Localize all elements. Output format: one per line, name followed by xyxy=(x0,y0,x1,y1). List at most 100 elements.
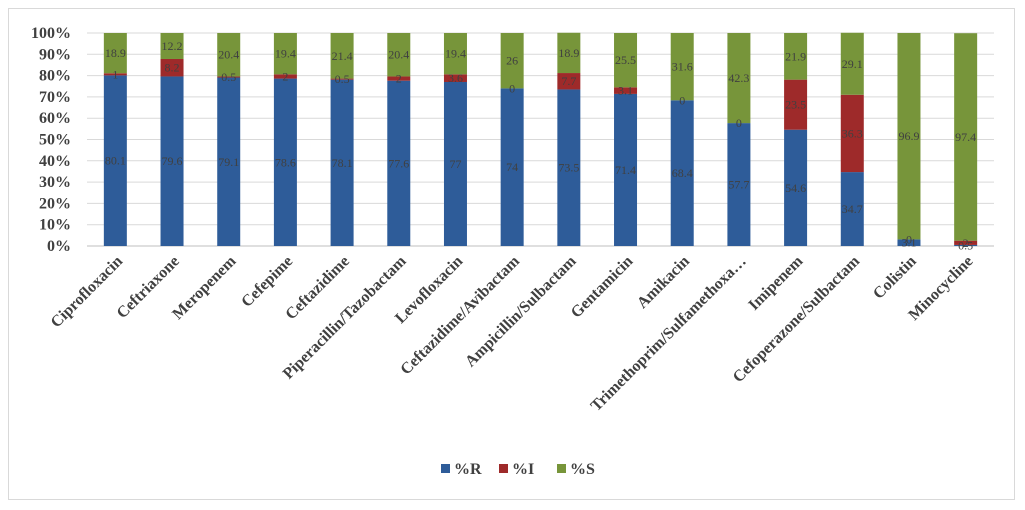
x-tick-label: Gentamicin xyxy=(568,253,637,322)
data-label: 34.7 xyxy=(842,202,863,216)
data-label: 71.4 xyxy=(615,163,636,177)
data-label: 21.4 xyxy=(332,49,353,63)
y-tick-label: 70% xyxy=(39,89,71,106)
bar-segment xyxy=(614,33,638,88)
bar-segment xyxy=(670,33,694,101)
data-label: 2 xyxy=(282,69,288,83)
data-labels: 80.1 1 18.9 79.6 8.2 12.2 79.1 0.5 20.4 78.6 2 19.4… xyxy=(105,39,976,252)
bar-segment xyxy=(217,77,241,246)
data-label: 54.6 xyxy=(785,181,806,195)
bar-segment xyxy=(330,78,354,80)
data-label: 26 xyxy=(506,54,518,68)
bar-segment xyxy=(160,58,184,77)
bar-segment xyxy=(557,89,581,246)
data-label: 36.3 xyxy=(842,126,863,140)
data-label: 0.5 xyxy=(335,72,350,86)
y-tick-label: 0% xyxy=(47,238,71,255)
data-label: 2 xyxy=(396,72,402,86)
legend-swatch xyxy=(557,464,566,473)
data-label: 73.5 xyxy=(558,161,579,175)
bar-segment xyxy=(103,33,127,74)
bar-segment xyxy=(954,240,978,245)
x-tick-label: Imipenem xyxy=(745,252,807,314)
data-label: 2 xyxy=(963,236,969,250)
bar-segment xyxy=(500,88,524,246)
bar-segment xyxy=(217,33,241,77)
data-label: 78.6 xyxy=(275,155,296,169)
data-label: 3.1 xyxy=(901,236,916,250)
data-label: 78.1 xyxy=(332,156,353,170)
data-label: 12.2 xyxy=(162,39,183,53)
bar-segment xyxy=(897,33,921,240)
data-label: 77.6 xyxy=(388,156,409,170)
bar-segment xyxy=(557,73,581,90)
data-label: 77 xyxy=(449,157,461,171)
y-tick-label: 60% xyxy=(39,110,71,127)
data-label: 18.9 xyxy=(105,46,126,60)
bar-segment xyxy=(840,172,864,246)
bar-segment xyxy=(557,32,581,74)
bar-segment xyxy=(897,239,921,246)
bar-segment xyxy=(387,33,411,77)
data-label: 18.9 xyxy=(558,46,579,60)
data-label: 0.5 xyxy=(221,70,236,84)
data-label: 31.6 xyxy=(672,60,693,74)
x-tick-label: Cefepime xyxy=(238,253,296,311)
data-label: 8.2 xyxy=(165,61,180,75)
data-label: 1 xyxy=(112,67,118,81)
data-label: 19.4 xyxy=(445,47,466,61)
data-label: 0 xyxy=(906,232,912,246)
legend-label: %I xyxy=(512,461,534,478)
legend-swatch xyxy=(499,464,508,473)
stacked-bar-chart: 0% 10% 20% 30% 40% 50% 60% 70% 80% 90% 100% 80.1 1 1… xyxy=(31,25,994,478)
legend-label: %R xyxy=(454,461,482,478)
bar-segment xyxy=(387,76,411,81)
data-label: 19.4 xyxy=(275,47,296,61)
x-tick-label: Ciprofloxacin xyxy=(48,253,127,332)
bar-segment xyxy=(103,73,127,76)
data-label: 79.1 xyxy=(218,155,239,169)
data-label: 0 xyxy=(679,93,685,107)
data-label: 0 xyxy=(736,116,742,130)
data-label: 79.6 xyxy=(162,154,183,168)
bar-segment xyxy=(784,79,808,130)
bar-segment xyxy=(614,87,638,94)
bar-segment xyxy=(840,94,864,173)
bar-segment xyxy=(670,100,694,246)
bar-segment xyxy=(784,129,808,246)
bar-segment xyxy=(500,33,524,89)
x-tick-label: Amikacin xyxy=(634,253,693,312)
data-label: 3.6 xyxy=(448,71,463,85)
bar-segment xyxy=(160,76,184,247)
y-tick-label: 50% xyxy=(39,132,71,149)
data-label: 21.9 xyxy=(785,49,806,63)
data-label: 20.4 xyxy=(218,48,239,62)
data-label: 20.4 xyxy=(388,48,409,62)
y-tick-label: 90% xyxy=(39,46,71,63)
y-tick-label: 40% xyxy=(39,153,71,170)
bar-segment xyxy=(727,123,751,246)
bar-segment xyxy=(273,78,297,246)
bar-segment xyxy=(954,33,978,241)
x-tick-label: Colistin xyxy=(870,253,920,303)
bar-segment xyxy=(217,76,241,78)
legend: %R %I %S xyxy=(441,461,595,478)
data-label: 25.5 xyxy=(615,53,636,67)
data-label: 3.1 xyxy=(618,84,633,98)
y-tick-label: 20% xyxy=(39,195,71,212)
bars xyxy=(103,32,978,247)
data-label: 96.9 xyxy=(898,129,919,143)
x-tick-label: Ampicillin/Sulbactam xyxy=(462,252,580,370)
data-label: 29.1 xyxy=(842,57,863,71)
y-axis-ticks: 0% 10% 20% 30% 40% 50% 60% 70% 80% 90% 100% xyxy=(31,25,71,255)
data-label: 97.4 xyxy=(955,130,976,144)
data-label: 68.4 xyxy=(672,166,693,180)
bar-segment xyxy=(443,81,467,247)
bar-segment xyxy=(387,80,411,246)
bar-segment xyxy=(273,74,297,79)
bar-segment xyxy=(330,33,354,79)
bar-segment xyxy=(443,33,467,75)
y-tick-label: 100% xyxy=(31,25,71,42)
y-tick-label: 10% xyxy=(39,217,71,234)
bar-segment xyxy=(273,33,297,75)
